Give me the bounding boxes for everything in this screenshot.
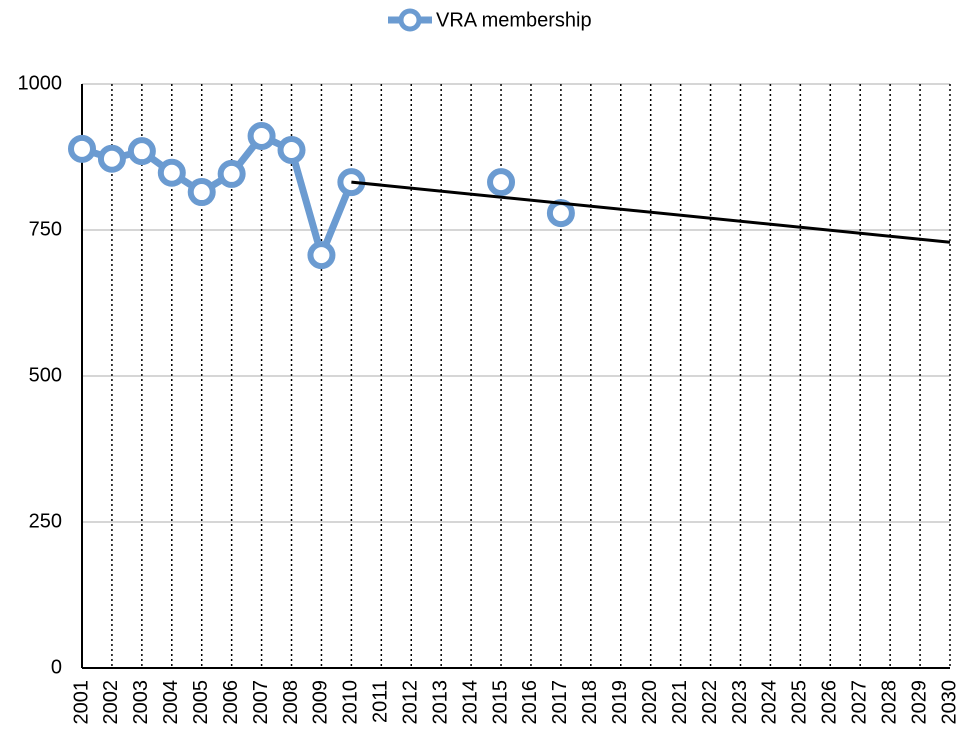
point bbox=[217, 159, 246, 188]
x-tick-label: 2011 bbox=[370, 680, 392, 723]
x-tick-label: 2026 bbox=[819, 680, 841, 725]
y-tick-label: 0 bbox=[51, 656, 62, 678]
x-tick-label: 2008 bbox=[280, 680, 302, 725]
x-tick-label: 2022 bbox=[699, 680, 721, 725]
x-tick-label: 2002 bbox=[100, 680, 122, 725]
y-tick-label: 750 bbox=[29, 218, 62, 240]
x-tick-label: 2018 bbox=[579, 680, 601, 725]
legend-label: VRA membership bbox=[436, 9, 592, 31]
y-tick-label: 250 bbox=[29, 510, 62, 532]
x-tick-label: 2001 bbox=[70, 680, 92, 725]
x-tick-label: 2025 bbox=[789, 680, 811, 725]
x-tick-label: 2029 bbox=[908, 680, 930, 725]
x-tick-label: 2013 bbox=[429, 680, 451, 725]
point bbox=[127, 137, 156, 166]
series-line bbox=[80, 132, 355, 259]
x-tick-label: 2027 bbox=[848, 680, 870, 725]
trend-line bbox=[351, 180, 951, 244]
point bbox=[277, 135, 306, 164]
x-tick-label: 2004 bbox=[160, 680, 182, 725]
y-tick-label: 500 bbox=[29, 364, 62, 386]
point bbox=[97, 144, 126, 173]
point bbox=[487, 168, 516, 197]
x-tick-label: 2024 bbox=[759, 680, 781, 725]
x-tick-label: 2012 bbox=[400, 680, 422, 725]
x-tick-label: 2017 bbox=[549, 680, 571, 725]
x-tick-label: 2020 bbox=[639, 680, 661, 725]
x-tick-label: 2028 bbox=[878, 680, 900, 725]
x-tick-label: 2010 bbox=[340, 680, 362, 725]
x-tick-label: 2007 bbox=[250, 680, 272, 725]
x-tick-label: 2006 bbox=[220, 680, 242, 725]
x-tick-label: 2005 bbox=[190, 680, 212, 725]
x-tick-label: 2023 bbox=[729, 680, 751, 725]
point bbox=[157, 158, 186, 187]
x-tick-label: 2015 bbox=[489, 680, 511, 725]
x-tick-label: 2003 bbox=[130, 680, 152, 725]
point bbox=[307, 241, 336, 270]
x-tick-label: 2016 bbox=[519, 680, 541, 725]
y-tick-label: 1000 bbox=[18, 72, 63, 94]
x-tick-label: 2009 bbox=[310, 680, 332, 725]
point bbox=[247, 121, 276, 150]
x-tick-label: 2019 bbox=[609, 680, 631, 725]
x-tick-label: 2021 bbox=[669, 680, 691, 725]
x-tick-label: 2030 bbox=[938, 680, 960, 725]
legend-marker bbox=[398, 8, 422, 32]
x-tick-label: 2014 bbox=[459, 680, 481, 725]
point bbox=[68, 134, 96, 163]
point bbox=[187, 178, 216, 207]
